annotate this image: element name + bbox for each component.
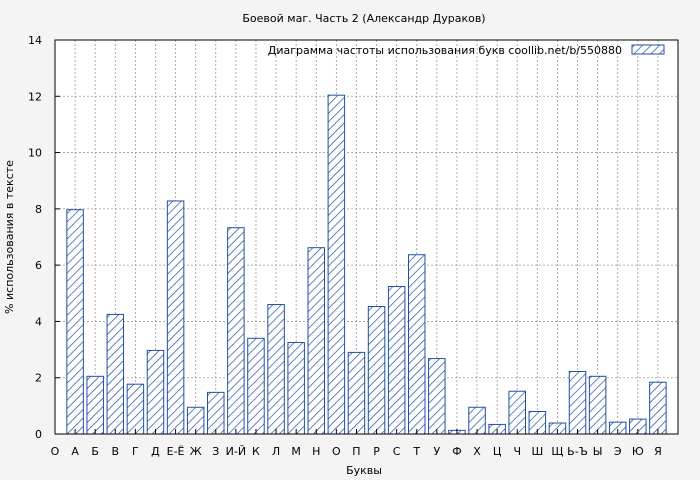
x-tick-label: М [291,445,301,458]
bar [649,381,667,435]
x-axis-label: Буквы [346,464,382,477]
bar [146,349,165,435]
bar [86,375,104,435]
bar [407,254,426,435]
y-tick-label: 8 [35,203,42,216]
x-tick-label: В [112,445,120,458]
bar [307,247,326,435]
bar [166,200,185,435]
x-tick-label: Щ [551,445,563,458]
bar [106,313,125,435]
bar [66,209,84,435]
x-tick-label: Ц [493,445,502,458]
bar [588,375,607,435]
y-axis-label: % использования в тексте [3,160,16,314]
x-tick-label: У [433,445,440,458]
x-tick-label: Ч [513,445,521,458]
x-tick-label: Д [151,445,160,458]
x-tick-label: Ю [632,445,644,458]
bar [387,286,406,435]
x-tick-label: Ж [190,445,202,458]
x-tick-label: Ш [531,445,543,458]
x-tick-label: З [212,445,219,458]
x-tick-label: С [393,445,401,458]
x-tick-label: О [332,445,341,458]
bar [207,391,225,435]
y-tick-label: 0 [35,428,42,441]
bar [327,94,346,435]
x-tick-label: Л [272,445,280,458]
chart-title: Боевой маг. Часть 2 (Александр Дураков) [242,12,485,25]
plot-frame [54,39,679,435]
y-tick-label: 10 [28,147,42,160]
bar [267,304,285,435]
y-tick-label: 6 [35,259,42,272]
x-tick-label: И-Й [226,445,246,458]
x-tick-label: Б [91,445,99,458]
x-tick-label: К [252,445,260,458]
x-tick-label: Р [373,445,380,458]
bar [126,383,145,435]
x-axis-ticks: О А Б В Г Д Е-Ё Ж З И-Й К Л М Н О П Р С Т У Ф Х Ц Ч Ш Щ Ь-Ъ Ы Э Ю Я [51,429,662,458]
bar [508,390,526,435]
x-tick-label: Е-Ё [167,445,185,458]
y-tick-label: 14 [28,34,42,47]
x-tick-label: А [71,445,79,458]
bar [287,342,305,435]
x-tick-label: О [51,445,60,458]
bar [428,358,446,435]
legend: Диаграмма частоты использования букв coo… [268,44,665,57]
x-tick-label: Г [132,445,139,458]
x-tick-label: Э [614,445,622,458]
bar [367,306,386,435]
y-tick-label: 4 [35,315,42,328]
x-tick-label: Ы [593,445,603,458]
x-tick-label: П [352,445,360,458]
legend-swatch [631,44,665,55]
x-tick-label: Ф [452,445,461,458]
x-tick-label: Я [654,445,662,458]
y-tick-label: 12 [28,90,42,103]
x-tick-label: Т [412,445,420,458]
x-tick-label: Х [473,445,481,458]
y-tick-label: 2 [35,372,42,385]
bar [568,371,587,435]
x-tick-label: Н [312,445,320,458]
legend-label: Диаграмма частоты использования букв coo… [268,44,622,57]
bar [347,351,366,435]
bar [227,227,245,435]
y-axis-ticks: 0 2 4 6 8 10 12 14 [28,34,60,441]
x-tick-label: Ь-Ъ [567,445,588,458]
bar [247,337,265,435]
